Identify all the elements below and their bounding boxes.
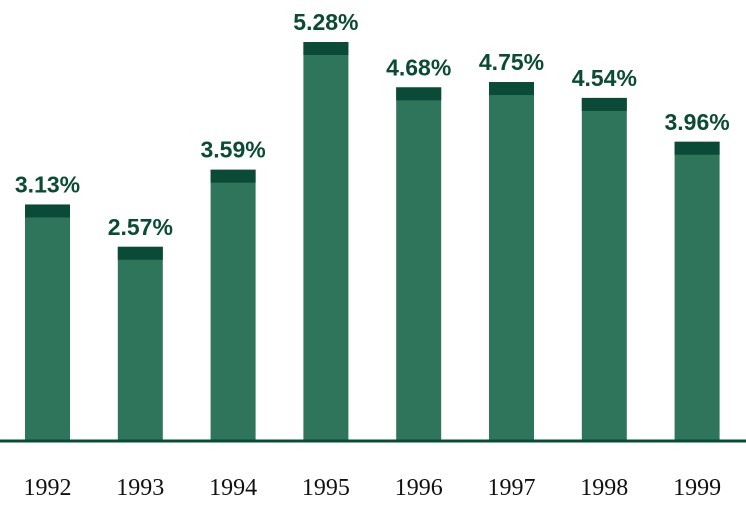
bar-1992 xyxy=(25,204,70,441)
bars-group xyxy=(25,42,720,442)
x-tick-label-1998: 1998 xyxy=(580,475,628,501)
bar-1993 xyxy=(117,246,163,441)
bar-cap-1995 xyxy=(303,42,349,55)
bar-cap-1992 xyxy=(25,204,70,218)
value-label-1995: 5.28% xyxy=(293,9,358,35)
value-label-1994: 3.59% xyxy=(200,137,265,163)
bar-cap-1998 xyxy=(581,97,627,111)
bar-1994 xyxy=(210,169,256,442)
bar-cap-1993 xyxy=(117,246,163,260)
value-label-1993: 2.57% xyxy=(108,214,173,240)
value-label-1996: 4.68% xyxy=(386,54,451,80)
bar-1997 xyxy=(489,82,534,441)
bar-cap-1999 xyxy=(674,141,720,155)
value-label-1999: 3.96% xyxy=(664,109,729,135)
x-tick-label-1995: 1995 xyxy=(302,475,350,501)
x-tick-label-1993: 1993 xyxy=(116,475,164,501)
x-tick-label-1996: 1996 xyxy=(395,475,443,501)
x-tick-label-1992: 1992 xyxy=(24,475,72,501)
bar-cap-1994 xyxy=(210,169,256,183)
bar-1999 xyxy=(674,141,720,441)
value-labels-group: 3.13% 2.57% 3.59% 5.28% 4.68% 4.75% 4.54% 3.96% xyxy=(15,9,730,240)
bar-cap-1996 xyxy=(396,87,442,101)
x-tick-label-1994: 1994 xyxy=(209,475,257,501)
x-tick-labels-group: 1992 1993 1994 1995 1996 1997 1998 1999 xyxy=(24,475,722,501)
value-label-1998: 4.54% xyxy=(572,65,637,91)
bar-1998 xyxy=(581,97,627,441)
bar-1996 xyxy=(396,87,442,441)
x-tick-label-1997: 1997 xyxy=(488,475,536,501)
x-tick-label-1999: 1999 xyxy=(673,475,721,501)
value-label-1997: 4.75% xyxy=(479,49,544,75)
value-label-1992: 3.13% xyxy=(15,171,80,197)
bar-1995 xyxy=(303,42,349,441)
bar-cap-1997 xyxy=(489,82,534,96)
